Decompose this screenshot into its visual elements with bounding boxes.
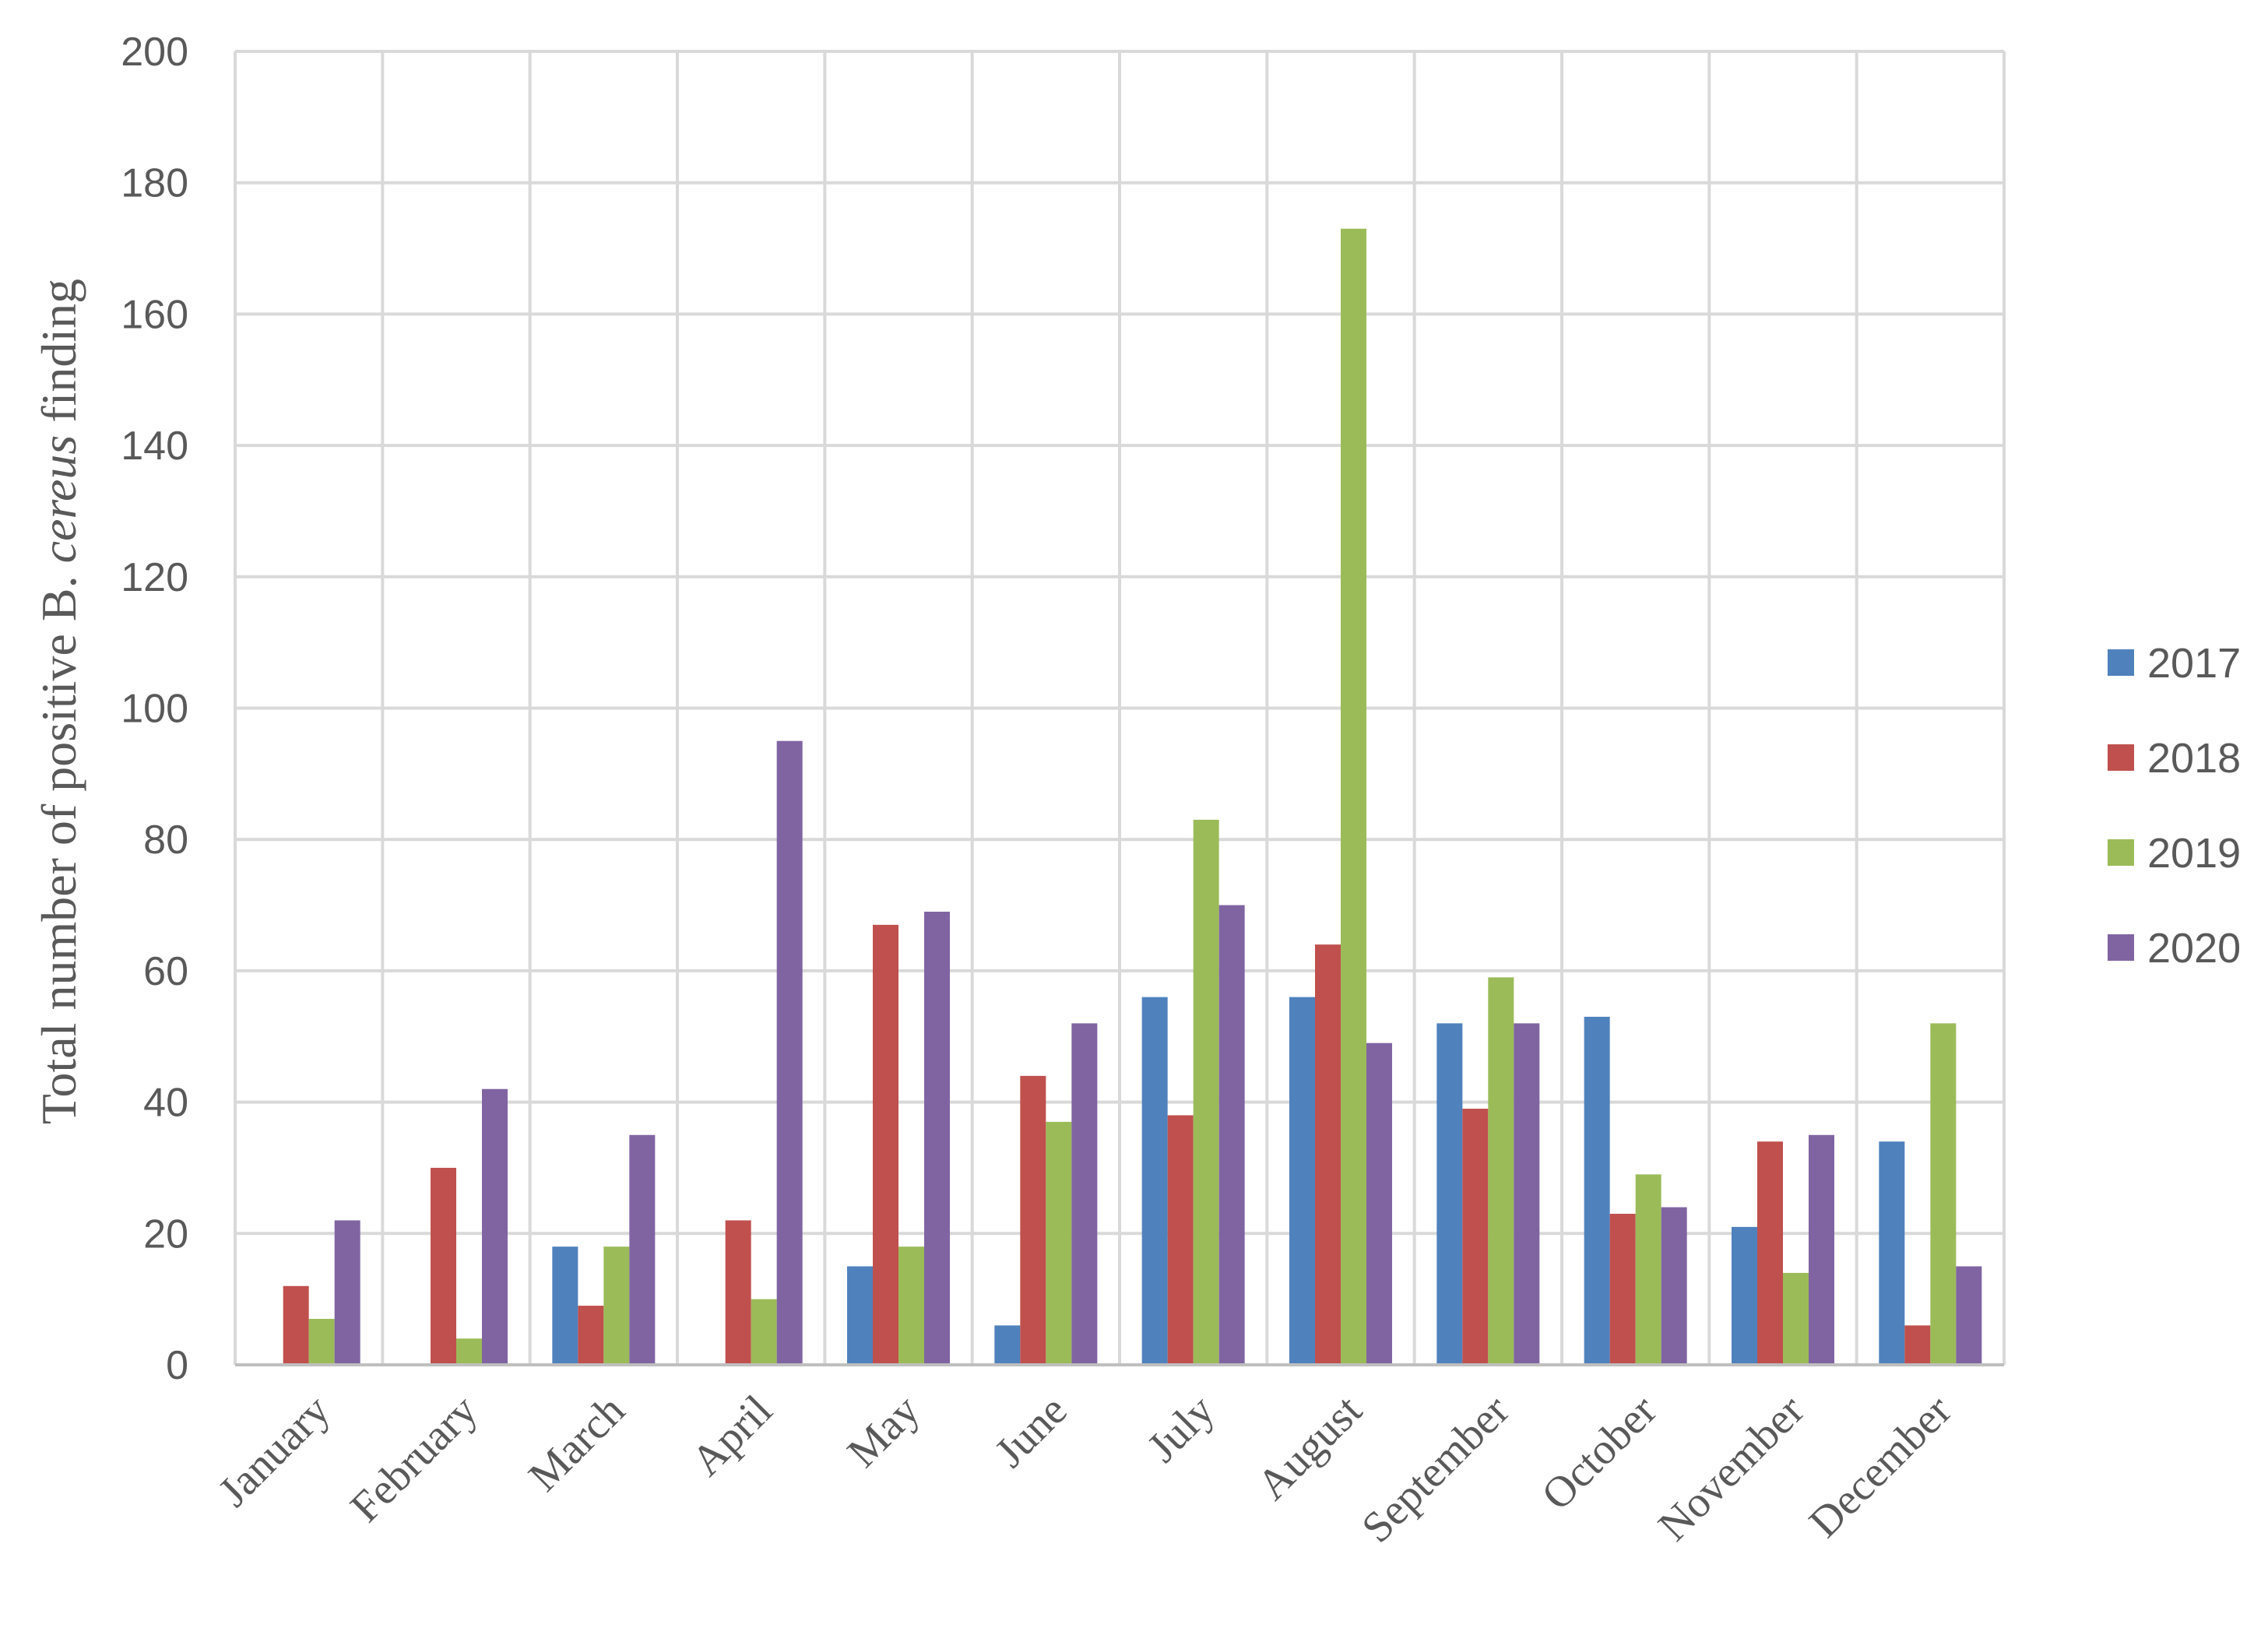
bar-2019-february xyxy=(456,1338,482,1365)
y-tick-label: 180 xyxy=(121,161,188,206)
bar-2020-july xyxy=(1218,905,1245,1365)
bar-2020-april xyxy=(776,740,803,1365)
bar-2017-october xyxy=(1584,1016,1610,1365)
bar-2019-december xyxy=(1930,1023,1957,1365)
x-tick-label: October xyxy=(1532,1386,1666,1520)
y-tick-label: 80 xyxy=(143,818,188,863)
bar-2020-november xyxy=(1809,1134,1834,1365)
x-tick-label: September xyxy=(1352,1386,1518,1552)
bar-2018-july xyxy=(1167,1115,1194,1365)
bar-2020-september xyxy=(1514,1023,1540,1365)
x-tick-label: November xyxy=(1649,1386,1813,1550)
bars xyxy=(283,228,1982,1365)
bar-2018-december xyxy=(1904,1325,1931,1365)
bar-2017-august xyxy=(1289,997,1315,1365)
bar-2017-june xyxy=(994,1325,1021,1365)
bar-2018-april xyxy=(725,1220,751,1365)
bar-2020-december xyxy=(1956,1266,1982,1365)
bar-2017-september xyxy=(1436,1023,1463,1365)
bar-2019-october xyxy=(1635,1174,1661,1365)
legend-label-2020: 2020 xyxy=(2147,925,2241,972)
bar-2019-august xyxy=(1341,228,1366,1365)
bar-2019-march xyxy=(603,1246,630,1365)
bar-2017-may xyxy=(847,1266,873,1365)
y-tick-label: 100 xyxy=(121,687,188,732)
legend: 2017 2018 2019 2020 xyxy=(2108,640,2241,972)
legend-swatch-2019 xyxy=(2108,839,2134,866)
x-tick-labels: January February March April May June July Augu… xyxy=(209,1386,1961,1552)
x-tick-label: August xyxy=(1248,1386,1372,1510)
x-tick-label: April xyxy=(682,1386,781,1485)
bar-2019-april xyxy=(751,1299,777,1365)
bar-2020-may xyxy=(924,911,950,1365)
bar-2020-march xyxy=(629,1134,656,1365)
bar-2018-february xyxy=(431,1167,456,1365)
y-tick-label: 200 xyxy=(121,30,188,75)
y-tick-label: 0 xyxy=(166,1343,188,1388)
bar-2018-september xyxy=(1462,1109,1489,1365)
bar-2018-november xyxy=(1757,1141,1783,1365)
y-tick-label: 60 xyxy=(143,949,188,994)
bar-2018-october xyxy=(1609,1213,1636,1365)
y-tick-label: 40 xyxy=(143,1081,188,1126)
bar-2020-january xyxy=(334,1220,360,1365)
bar-2017-july xyxy=(1141,997,1168,1365)
x-tick-label: February xyxy=(341,1386,487,1531)
bar-2019-november xyxy=(1783,1272,1809,1365)
bar-2017-december xyxy=(1879,1141,1905,1365)
legend-label-2019: 2019 xyxy=(2147,830,2241,877)
y-tick-label: 120 xyxy=(121,555,188,600)
bar-2018-march xyxy=(578,1306,604,1365)
y-axis-label: Total number of positive B. cereus findi… xyxy=(31,279,86,1124)
legend-swatch-2020 xyxy=(2108,934,2134,961)
bar-2019-may xyxy=(898,1246,924,1365)
x-tick-label: June xyxy=(986,1386,1076,1476)
bar-2020-february xyxy=(482,1088,508,1365)
y-tick-label: 160 xyxy=(121,292,188,337)
bar-2018-may xyxy=(873,924,898,1365)
x-tick-label: May xyxy=(839,1386,929,1476)
x-tick-label: January xyxy=(209,1386,339,1516)
bar-2019-july xyxy=(1193,819,1219,1365)
legend-label-2017: 2017 xyxy=(2147,640,2241,687)
bar-2019-september xyxy=(1488,977,1514,1365)
legend-swatch-2017 xyxy=(2108,649,2134,676)
bar-2020-august xyxy=(1366,1043,1392,1365)
bar-2018-june xyxy=(1020,1075,1046,1365)
bar-2018-january xyxy=(283,1285,309,1365)
x-tick-label: July xyxy=(1138,1386,1224,1472)
x-tick-label: December xyxy=(1800,1386,1961,1547)
bar-2020-october xyxy=(1661,1207,1687,1365)
legend-swatch-2018 xyxy=(2108,744,2134,771)
legend-label-2018: 2018 xyxy=(2147,735,2241,782)
bar-2018-august xyxy=(1315,944,1341,1365)
x-tick-label: March xyxy=(519,1386,634,1500)
bar-2017-november xyxy=(1732,1226,1757,1365)
bar-2019-january xyxy=(308,1318,335,1365)
bar-2017-march xyxy=(552,1246,578,1365)
y-tick-label: 20 xyxy=(143,1211,188,1257)
gridlines xyxy=(234,50,2006,1365)
bar-2020-june xyxy=(1071,1023,1098,1365)
y-tick-labels: 0 20 40 60 80 100 120 140 160 180 200 xyxy=(121,30,188,1388)
y-tick-label: 140 xyxy=(121,424,188,469)
bar-2019-june xyxy=(1046,1121,1072,1365)
